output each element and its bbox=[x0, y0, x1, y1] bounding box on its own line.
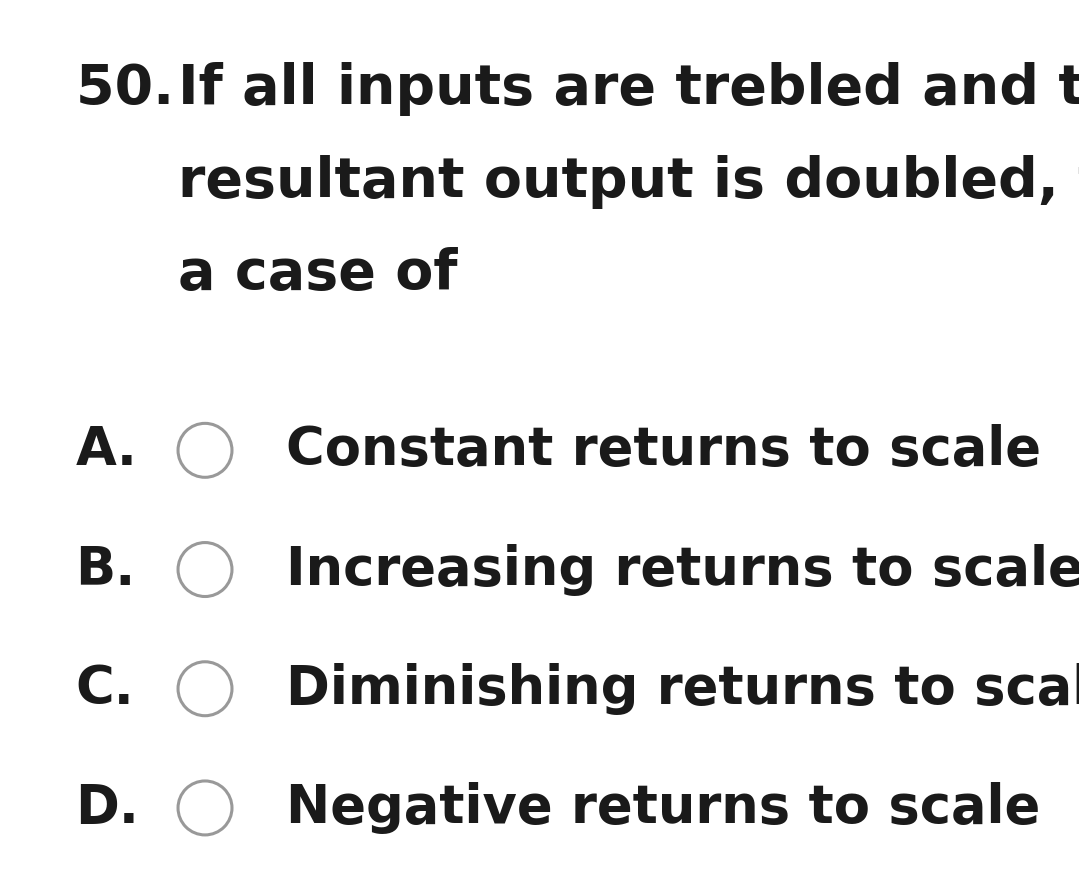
Text: B.: B. bbox=[76, 544, 136, 595]
Text: If all inputs are trebled and the: If all inputs are trebled and the bbox=[178, 62, 1079, 116]
Text: A.: A. bbox=[76, 425, 137, 476]
Text: resultant output is doubled, this is: resultant output is doubled, this is bbox=[178, 155, 1079, 208]
Text: Diminishing returns to scale: Diminishing returns to scale bbox=[286, 663, 1079, 714]
Ellipse shape bbox=[178, 542, 232, 597]
Ellipse shape bbox=[178, 781, 232, 835]
Text: D.: D. bbox=[76, 782, 139, 834]
Text: 50.: 50. bbox=[76, 62, 193, 116]
Ellipse shape bbox=[178, 423, 232, 478]
Text: Constant returns to scale: Constant returns to scale bbox=[286, 425, 1041, 476]
Text: a case of: a case of bbox=[178, 247, 457, 301]
Ellipse shape bbox=[178, 661, 232, 716]
Text: Negative returns to scale: Negative returns to scale bbox=[286, 782, 1040, 834]
Text: Increasing returns to scale: Increasing returns to scale bbox=[286, 544, 1079, 595]
Text: C.: C. bbox=[76, 663, 134, 714]
